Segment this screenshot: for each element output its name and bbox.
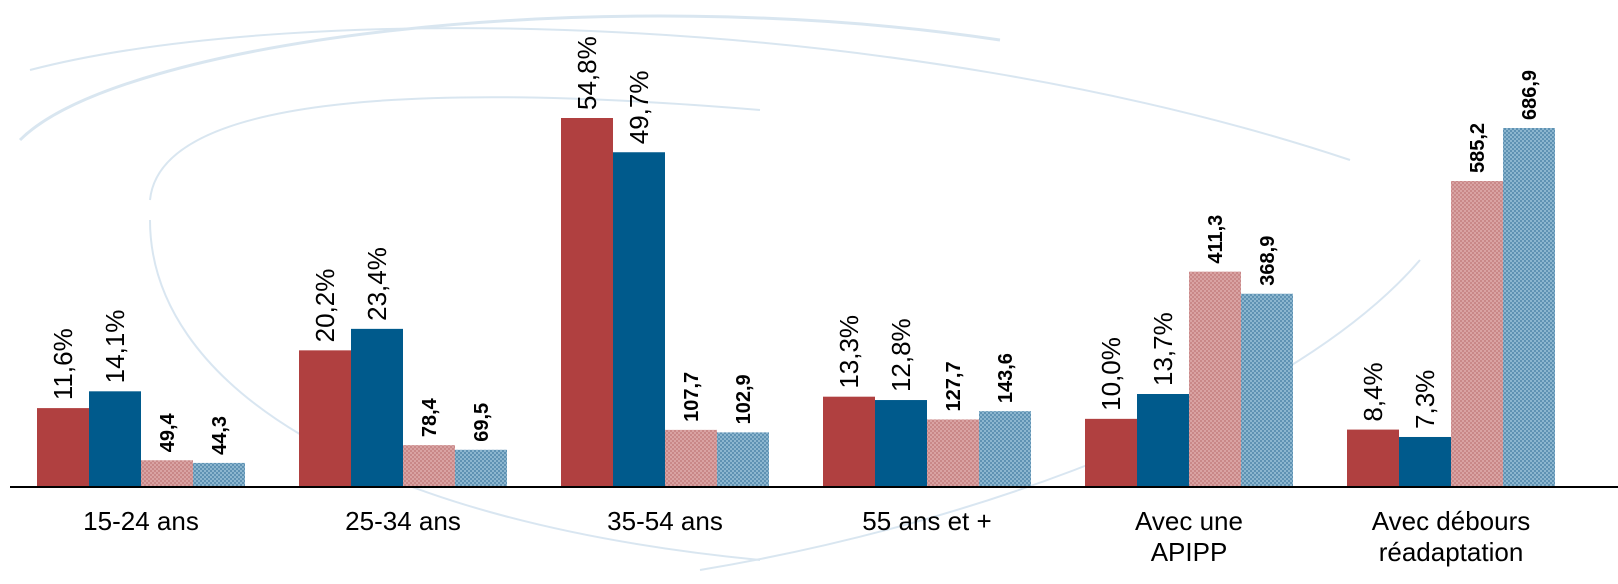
bar-s1-c6 [1347, 429, 1399, 486]
data-label-s1-c6: 8,4% [1358, 362, 1388, 421]
bar-s2-c5 [1137, 394, 1189, 486]
data-label-s4-c1: 44,3 [209, 416, 231, 455]
bars-layer [37, 118, 1555, 487]
bar-s1-c4 [823, 396, 875, 486]
bar-s3-c5 [1189, 271, 1241, 486]
data-label-s1-c2: 20,2% [310, 269, 340, 343]
bar-s4-c4 [979, 411, 1031, 486]
data-label-s1-c4: 13,3% [834, 315, 864, 389]
bar-s2-c6 [1399, 436, 1451, 486]
data-label-s1-c3: 54,8% [572, 36, 602, 110]
bar-s3-c1 [141, 460, 193, 486]
bar-s3-c3 [665, 429, 717, 486]
category-label-6-line2: réadaptation [1379, 537, 1524, 567]
data-label-s4-c3: 102,9 [733, 374, 755, 424]
data-label-s3-c1: 49,4 [157, 412, 179, 452]
data-label-s2-c6: 7,3% [1410, 370, 1440, 429]
bar-s2-c4 [875, 400, 927, 486]
bar-s2-c3 [613, 152, 665, 486]
data-label-s2-c4: 12,8% [886, 318, 916, 392]
data-label-s3-c3: 107,7 [681, 372, 703, 422]
category-label-4: 55 ans et + [862, 506, 991, 536]
category-label-5-line1: Avec une [1135, 506, 1243, 536]
bar-s4-c3 [717, 432, 769, 486]
data-label-s3-c2: 78,4 [419, 397, 441, 437]
bar-s1-c2 [299, 350, 351, 486]
bar-s3-c4 [927, 419, 979, 486]
bar-s4-c6 [1503, 128, 1555, 486]
data-label-s4-c6: 686,9 [1519, 70, 1541, 120]
category-label-1: 15-24 ans [83, 506, 199, 536]
data-label-s1-c5: 10,0% [1096, 337, 1126, 411]
bar-s4-c1 [193, 462, 245, 486]
data-label-s2-c2: 23,4% [362, 247, 392, 321]
data-label-s2-c3: 49,7% [624, 71, 654, 145]
category-label-5-line2: APIPP [1151, 537, 1228, 567]
data-label-s3-c5: 411,3 [1205, 215, 1227, 264]
category-labels-layer: 15-24 ans 25-34 ans 35-54 ans 55 ans et + Av… [83, 506, 1530, 567]
data-label-s4-c4: 143,6 [995, 353, 1017, 403]
bar-s2-c2 [351, 328, 403, 486]
bar-s2-c1 [89, 391, 141, 486]
data-label-s3-c6: 585,2 [1467, 123, 1489, 173]
value-labels-layer: 11,6% 14,1% 49,4 44,3 20,2% 23,4% 78,4 69,5 54,8… [48, 36, 1541, 455]
data-label-s4-c5: 368,9 [1257, 236, 1279, 286]
bar-s1-c1 [37, 408, 89, 486]
data-label-s4-c2: 69,5 [471, 403, 493, 442]
data-label-s3-c4: 127,7 [943, 361, 965, 411]
data-label-s1-c1: 11,6% [48, 328, 78, 400]
bar-s1-c5 [1085, 418, 1137, 486]
category-label-2: 25-34 ans [345, 506, 461, 536]
category-label-6-line1: Avec débours [1372, 506, 1531, 536]
data-label-s2-c1: 14,1% [100, 310, 130, 384]
category-label-3: 35-54 ans [607, 506, 723, 536]
bar-s4-c5 [1241, 293, 1293, 486]
bar-s4-c2 [455, 449, 507, 486]
bar-s3-c6 [1451, 181, 1503, 487]
data-label-s2-c5: 13,7% [1148, 312, 1178, 386]
bar-s3-c2 [403, 445, 455, 486]
bar-s1-c3 [561, 118, 613, 486]
